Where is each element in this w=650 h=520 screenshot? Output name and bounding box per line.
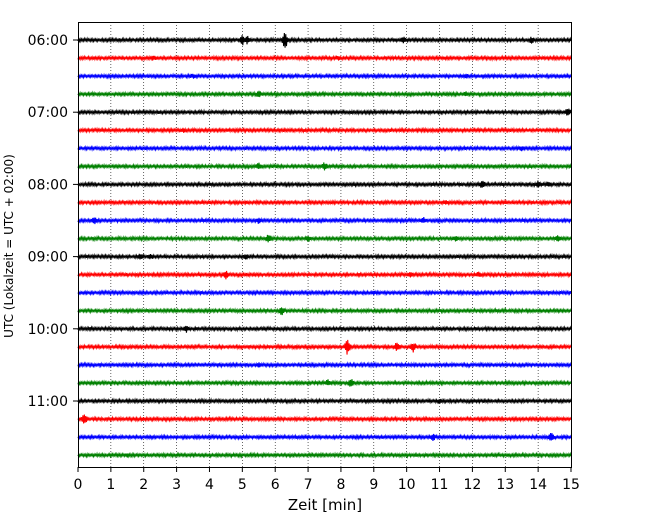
trace-line (77, 451, 572, 460)
y-axis-title: UTC (Lokalzeit = UTC + 02:00) (2, 154, 16, 338)
x-tick-label: 13 (496, 477, 514, 493)
trace-line (77, 379, 572, 387)
x-tick-label: 8 (336, 477, 345, 493)
trace-line (77, 397, 572, 405)
trace-line (77, 339, 572, 355)
x-tick-label: 15 (562, 477, 580, 493)
plot-frame (78, 22, 572, 468)
trace-line (77, 270, 572, 280)
grid-lines (110, 22, 539, 467)
trace-line (77, 162, 572, 171)
trace-line (77, 325, 572, 333)
y-tick-label: 10:00 (28, 322, 68, 338)
trace-line (77, 126, 572, 135)
trace-line (77, 90, 572, 98)
x-tick-label: 0 (74, 477, 83, 493)
trace-line (77, 414, 572, 424)
trace-line (77, 252, 572, 261)
y-tick-label: 06:00 (28, 33, 68, 49)
trace-line (77, 433, 572, 441)
trace-line (77, 198, 572, 207)
y-tick-label: 11:00 (28, 394, 68, 410)
trace-line (77, 180, 572, 189)
trace-line (77, 216, 572, 225)
trace-line (77, 54, 572, 62)
x-tick-label: 7 (304, 477, 313, 493)
x-tick-label: 3 (172, 477, 181, 493)
trace-line (77, 361, 572, 369)
axis-ticks: 0 1 2 3 4 5 6 7 8 9 10 11 12 13 14 1506:0007:0008:0009:… (28, 33, 580, 493)
trace-line (77, 72, 572, 80)
trace-line (77, 108, 572, 116)
y-tick-label: 07:00 (28, 105, 68, 121)
trace-line (77, 144, 572, 153)
y-tick-label: 09:00 (28, 250, 68, 266)
x-tick-label: 10 (398, 477, 416, 493)
x-tick-label: 4 (205, 477, 214, 493)
x-tick-label: 5 (238, 477, 247, 493)
x-tick-label: 11 (431, 477, 449, 493)
x-axis-title: Zeit [min] (288, 496, 362, 514)
trace-lines (77, 33, 572, 460)
trace-line (77, 306, 572, 316)
y-tick-label: 08:00 (28, 177, 68, 193)
x-tick-label: 14 (529, 477, 547, 493)
trace-line (77, 33, 572, 48)
x-tick-label: 12 (463, 477, 481, 493)
trace-line (77, 288, 572, 297)
x-tick-label: 9 (369, 477, 378, 493)
x-tick-label: 1 (106, 477, 115, 493)
trace-line (77, 234, 572, 243)
x-tick-label: 6 (271, 477, 280, 493)
x-tick-label: 2 (139, 477, 148, 493)
